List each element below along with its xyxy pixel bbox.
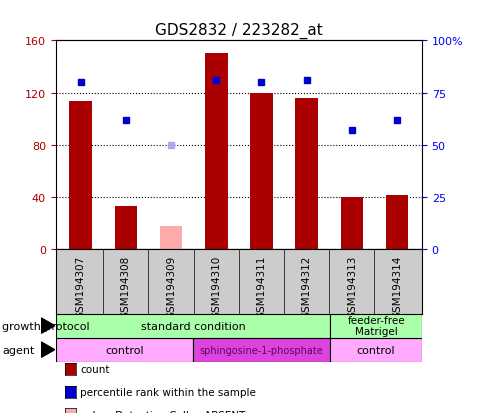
Bar xyxy=(330,314,421,338)
Bar xyxy=(56,314,330,338)
Text: GSM194310: GSM194310 xyxy=(211,255,221,318)
Polygon shape xyxy=(41,342,55,358)
Bar xyxy=(385,195,408,250)
Bar xyxy=(56,338,193,362)
Text: growth protocol: growth protocol xyxy=(2,321,90,331)
Text: sphingosine-1-phosphate: sphingosine-1-phosphate xyxy=(199,345,323,355)
Text: agent: agent xyxy=(2,345,35,355)
Bar xyxy=(114,207,137,250)
Text: count: count xyxy=(80,364,109,374)
Text: GSM194307: GSM194307 xyxy=(76,255,86,318)
Text: standard condition: standard condition xyxy=(140,321,245,331)
Bar xyxy=(193,338,330,362)
Text: GSM194311: GSM194311 xyxy=(256,255,266,318)
Bar xyxy=(340,198,363,250)
Text: value, Detection Call = ABSENT: value, Detection Call = ABSENT xyxy=(80,410,245,413)
Text: GSM194314: GSM194314 xyxy=(391,255,401,318)
Text: control: control xyxy=(356,345,394,355)
Text: GSM194309: GSM194309 xyxy=(166,255,176,318)
Text: control: control xyxy=(105,345,143,355)
Text: GSM194313: GSM194313 xyxy=(346,255,356,318)
Bar xyxy=(330,338,421,362)
Bar xyxy=(205,55,227,250)
Bar xyxy=(250,93,272,250)
Bar xyxy=(69,101,92,250)
Text: GSM194308: GSM194308 xyxy=(121,255,131,318)
Bar xyxy=(159,226,182,250)
Polygon shape xyxy=(41,318,55,334)
Text: feeder-free
Matrigel: feeder-free Matrigel xyxy=(347,315,404,337)
Text: percentile rank within the sample: percentile rank within the sample xyxy=(80,387,256,397)
Title: GDS2832 / 223282_at: GDS2832 / 223282_at xyxy=(155,22,322,38)
Bar xyxy=(295,99,318,250)
Text: GSM194312: GSM194312 xyxy=(301,255,311,318)
